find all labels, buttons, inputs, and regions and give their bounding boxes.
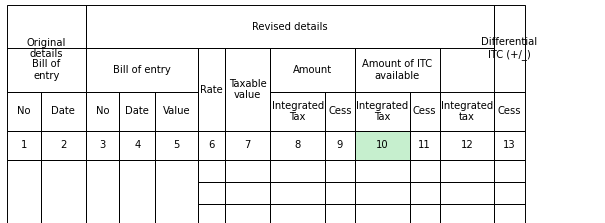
Text: 6: 6	[208, 140, 215, 150]
Bar	[325, 92, 355, 131]
Text: Amount of ITC
available: Amount of ITC available	[362, 59, 433, 81]
Text: 5: 5	[174, 140, 180, 150]
Bar	[494, 204, 525, 223]
Bar	[440, 204, 494, 223]
Text: 10: 10	[376, 140, 388, 150]
Text: 7: 7	[244, 140, 251, 150]
Bar	[119, 92, 155, 131]
Bar	[494, 5, 525, 92]
Text: Revised details: Revised details	[252, 22, 328, 32]
Bar	[198, 182, 225, 204]
Bar	[198, 131, 225, 160]
Text: 3: 3	[99, 140, 106, 150]
Bar	[494, 92, 525, 131]
Bar	[355, 182, 410, 204]
Text: 9: 9	[337, 140, 343, 150]
Bar	[86, 131, 119, 160]
Bar	[41, 160, 86, 223]
Bar	[440, 92, 494, 131]
Text: Date: Date	[125, 106, 149, 116]
Bar	[198, 48, 225, 131]
Bar	[7, 92, 41, 131]
Bar	[355, 160, 410, 182]
Text: Date: Date	[51, 106, 75, 116]
Bar	[225, 204, 270, 223]
Text: Bill of
entry: Bill of entry	[33, 59, 61, 81]
Bar	[155, 92, 198, 131]
Bar	[410, 131, 440, 160]
Text: 13: 13	[503, 140, 515, 150]
Bar	[7, 5, 86, 92]
Bar	[7, 131, 41, 160]
Bar	[410, 204, 440, 223]
Text: Cess: Cess	[329, 106, 352, 116]
Bar	[410, 92, 440, 131]
Bar	[494, 131, 525, 160]
Bar	[325, 160, 355, 182]
Bar	[325, 204, 355, 223]
Bar	[440, 160, 494, 182]
Text: Integrated
tax: Integrated tax	[441, 101, 493, 122]
Text: Cess: Cess	[498, 106, 521, 116]
Bar	[198, 204, 225, 223]
Text: 2: 2	[60, 140, 67, 150]
Bar	[155, 160, 198, 223]
Bar	[270, 160, 325, 182]
Bar	[355, 48, 440, 92]
Bar	[270, 131, 325, 160]
Text: Integrated
Tax: Integrated Tax	[272, 101, 324, 122]
Bar	[410, 182, 440, 204]
Bar	[325, 131, 355, 160]
Text: 12: 12	[460, 140, 474, 150]
Text: Differential
ITC (+/_): Differential ITC (+/_)	[482, 37, 537, 60]
Text: Amount: Amount	[293, 65, 332, 75]
Text: No: No	[96, 106, 110, 116]
Text: 11: 11	[418, 140, 431, 150]
Text: Original
details: Original details	[27, 38, 67, 59]
Bar	[119, 160, 155, 223]
Bar	[494, 160, 525, 182]
Text: Rate: Rate	[200, 85, 223, 95]
Bar	[270, 92, 325, 131]
Bar	[41, 92, 86, 131]
Bar	[494, 182, 525, 204]
Bar	[355, 92, 410, 131]
Bar	[119, 131, 155, 160]
Text: Bill of entry: Bill of entry	[113, 65, 171, 75]
Bar	[86, 5, 494, 48]
Bar	[86, 92, 119, 131]
Text: 8: 8	[295, 140, 301, 150]
Bar	[225, 131, 270, 160]
Bar	[225, 182, 270, 204]
Bar	[86, 48, 198, 92]
Bar	[155, 131, 198, 160]
Bar	[270, 182, 325, 204]
Bar	[7, 48, 86, 92]
Bar	[41, 131, 86, 160]
Text: 1: 1	[21, 140, 27, 150]
Bar	[410, 160, 440, 182]
Bar	[440, 131, 494, 160]
Text: No: No	[17, 106, 31, 116]
Bar	[225, 160, 270, 182]
Text: Integrated
Tax: Integrated Tax	[356, 101, 408, 122]
Text: Value: Value	[163, 106, 191, 116]
Bar	[355, 131, 410, 160]
Bar	[86, 160, 119, 223]
Bar	[355, 204, 410, 223]
Bar	[270, 204, 325, 223]
Text: 4: 4	[134, 140, 140, 150]
Bar	[7, 160, 41, 223]
Bar	[270, 48, 355, 92]
Text: Cess: Cess	[413, 106, 436, 116]
Bar	[225, 48, 270, 131]
Text: Taxable
value: Taxable value	[229, 79, 267, 100]
Bar	[325, 182, 355, 204]
Bar	[355, 131, 410, 160]
Bar	[198, 160, 225, 182]
Bar	[440, 182, 494, 204]
